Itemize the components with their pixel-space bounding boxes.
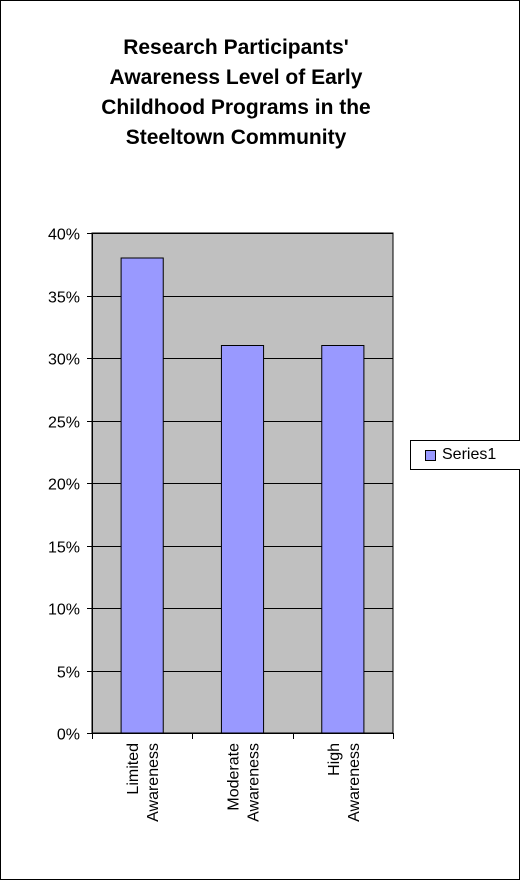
bar <box>120 257 164 734</box>
x-category-label-line: Awareness <box>346 743 363 822</box>
legend-label-series1: Series1 <box>442 446 497 463</box>
bar <box>220 345 265 734</box>
legend-swatch-series1 <box>425 449 436 461</box>
x-category-label: Limited Awareness <box>125 743 162 822</box>
chart-title-line-1: Research Participants' <box>123 36 349 59</box>
chart-title-line-3: Childhood Programs in the <box>101 96 371 119</box>
x-category-label: Moderate Awareness <box>226 743 263 822</box>
chart-title: Research Participants' Awareness Level o… <box>41 33 431 153</box>
chart-title-line-2: Awareness Level of Early <box>109 66 363 89</box>
x-category-label-line: High <box>326 743 343 776</box>
y-tick-label: 5% <box>57 665 80 682</box>
y-tick-label: 20% <box>48 477 80 494</box>
y-tick-label: 40% <box>48 227 80 244</box>
axes <box>87 233 394 739</box>
chart-title-line-4: Steeltown Community <box>125 126 347 149</box>
bar <box>321 345 365 734</box>
axis-labels: 40%35%30%25%20%15%10%5%0%Limited Awarenes… <box>48 227 363 822</box>
x-category-label-line: Awareness <box>246 743 263 822</box>
y-tick-label: 25% <box>48 415 80 432</box>
y-tick-label: 35% <box>48 290 80 307</box>
x-category-label: High Awareness <box>326 743 363 822</box>
y-tick-label: 10% <box>48 602 80 619</box>
bars <box>120 257 365 734</box>
x-category-label-line: Awareness <box>145 743 162 822</box>
legend: Series1 <box>410 440 520 470</box>
y-tick-label: 0% <box>57 727 80 744</box>
x-category-label-line: Limited <box>125 743 142 795</box>
y-tick-label: 15% <box>48 540 80 557</box>
x-category-label-line: Moderate <box>226 743 243 811</box>
y-tick-label: 30% <box>48 352 80 369</box>
